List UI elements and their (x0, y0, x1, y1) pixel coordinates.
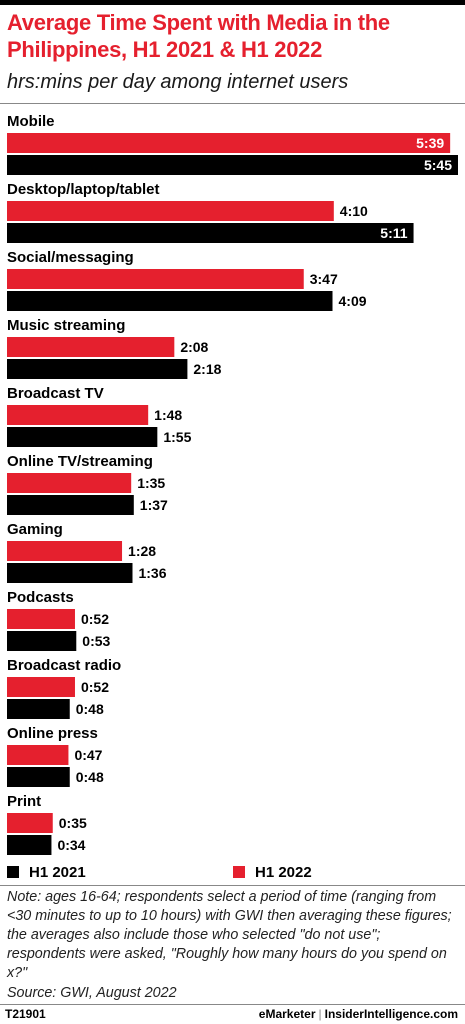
value-label-h1-2022-mobile: 5:39 (416, 135, 444, 151)
legend-swatch-h1-2021 (7, 866, 19, 878)
bar-h1-2022-broadcast-tv (7, 405, 149, 425)
footer-rule (0, 1004, 465, 1005)
value-label-h1-2021-gaming: 1:36 (138, 565, 166, 581)
value-label-h1-2022-online-tv-streaming: 1:35 (137, 475, 165, 491)
bar-h1-2021-music-streaming (7, 359, 188, 379)
value-label-h1-2022-broadcast-radio: 0:52 (81, 679, 109, 695)
bar-h1-2021-podcasts (7, 631, 77, 651)
bar-h1-2021-mobile (7, 155, 458, 175)
value-label-h1-2021-desktop-laptop-tablet: 5:11 (380, 225, 407, 241)
legend-label-h1-2022: H1 2022 (255, 863, 312, 881)
value-label-h1-2021-online-tv-streaming: 1:37 (140, 497, 168, 513)
value-label-h1-2021-online-press: 0:48 (76, 769, 104, 785)
bar-h1-2022-gaming (7, 541, 123, 561)
value-label-h1-2021-broadcast-tv: 1:55 (163, 429, 191, 445)
value-label-h1-2021-social-messaging: 4:09 (339, 293, 367, 309)
bar-h1-2021-online-press (7, 767, 70, 787)
category-label-broadcast-tv: Broadcast TV (7, 385, 104, 402)
bar-h1-2022-music-streaming (7, 337, 175, 357)
bar-h1-2022-desktop-laptop-tablet (7, 201, 334, 221)
value-label-h1-2021-mobile: 5:45 (424, 157, 452, 173)
chart-subtitle: hrs:mins per day among internet users (7, 71, 349, 93)
bar-h1-2021-desktop-laptop-tablet (7, 223, 414, 243)
bar-h1-2022-broadcast-radio (7, 677, 75, 697)
bar-h1-2022-mobile (7, 133, 451, 153)
bar-h1-2022-online-press (7, 745, 69, 765)
chart-note: Note: ages 16-64; respondents select a p… (7, 889, 452, 981)
bar-h1-2021-social-messaging (7, 291, 333, 311)
value-label-h1-2022-print: 0:35 (59, 815, 87, 831)
value-label-h1-2022-gaming: 1:28 (128, 543, 156, 559)
category-label-mobile: Mobile (7, 113, 55, 130)
bar-h1-2022-social-messaging (7, 269, 304, 289)
value-label-h1-2022-online-press: 0:47 (74, 747, 102, 763)
value-label-h1-2022-desktop-laptop-tablet: 4:10 (340, 203, 368, 219)
note-rule (0, 885, 465, 886)
bar-h1-2021-broadcast-radio (7, 699, 70, 719)
legend: H1 2021 H1 2022 (0, 858, 465, 884)
legend-item-h1-2021: H1 2021 (7, 862, 86, 882)
value-label-h1-2021-podcasts: 0:53 (82, 633, 110, 649)
legend-item-h1-2022: H1 2022 (233, 862, 312, 882)
brand-separator: | (318, 1007, 322, 1021)
category-label-online-press: Online press (7, 725, 98, 742)
legend-label-h1-2021: H1 2021 (29, 863, 86, 881)
bar-h1-2022-print (7, 813, 53, 833)
category-label-social-messaging: Social/messaging (7, 249, 134, 266)
bar-h1-2021-broadcast-tv (7, 427, 158, 447)
bar-h1-2022-podcasts (7, 609, 75, 629)
brand-credit: eMarketer | InsiderIntelligence.com (259, 1006, 458, 1022)
header-rule (0, 103, 465, 104)
brand-insider-intelligence: InsiderIntelligence.com (324, 1007, 458, 1021)
bar-h1-2021-online-tv-streaming (7, 495, 134, 515)
chart-id: T21901 (5, 1007, 46, 1021)
value-label-h1-2022-music-streaming: 2:08 (180, 339, 208, 355)
category-label-broadcast-radio: Broadcast radio (7, 657, 121, 674)
legend-swatch-h1-2022 (233, 866, 245, 878)
chart-title: Average Time Spent with Media in the Phi… (7, 10, 390, 62)
bar-h1-2022-online-tv-streaming (7, 473, 132, 493)
value-label-h1-2021-print: 0:34 (57, 837, 85, 853)
category-label-desktop-laptop-tablet: Desktop/laptop/tablet (7, 181, 160, 198)
value-label-h1-2022-podcasts: 0:52 (81, 611, 109, 627)
value-label-h1-2022-broadcast-tv: 1:48 (154, 407, 182, 423)
category-label-podcasts: Podcasts (7, 589, 74, 606)
brand-emarketer: eMarketer (258, 1007, 316, 1021)
bar-h1-2021-gaming (7, 563, 133, 583)
value-label-h1-2021-music-streaming: 2:18 (193, 361, 221, 377)
value-label-h1-2022-social-messaging: 3:47 (310, 271, 338, 287)
bar-h1-2021-print (7, 835, 52, 855)
chart-source: Source: GWI, August 2022 (7, 985, 177, 1001)
category-label-music-streaming: Music streaming (7, 317, 125, 334)
top-rule (0, 0, 465, 5)
category-label-print: Print (7, 793, 41, 810)
category-label-online-tv-streaming: Online TV/streaming (7, 453, 153, 470)
bar-chart: Mobile 5:39 5:45 Desktop/laptop/tablet 4:10 5… (7, 113, 458, 855)
value-label-h1-2021-broadcast-radio: 0:48 (76, 701, 104, 717)
category-label-gaming: Gaming (7, 521, 63, 538)
